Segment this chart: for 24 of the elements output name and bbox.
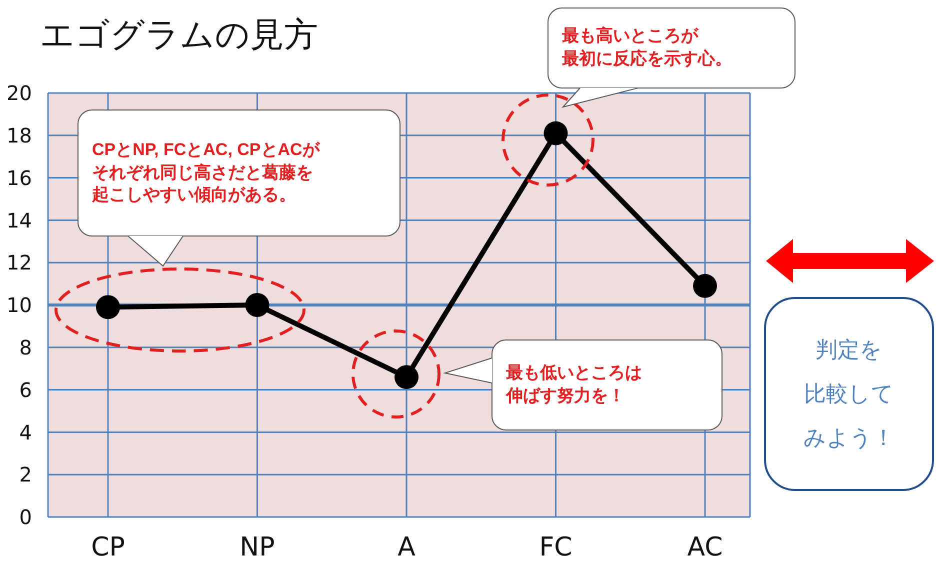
y-tick-label: 6 xyxy=(19,378,32,402)
x-tick-label: FC xyxy=(539,532,572,562)
y-tick-label: 18 xyxy=(6,124,32,148)
point xyxy=(693,274,717,298)
x-tick-label: NP xyxy=(240,532,275,562)
x-tick-label: AC xyxy=(687,532,723,562)
text: 最も高いところが最初に反応を示す心。 xyxy=(562,25,732,70)
y-tick-label: 12 xyxy=(6,250,32,275)
y-tick-label: 20 xyxy=(6,81,32,106)
y-tick-label: 4 xyxy=(19,420,32,444)
annotation: CPとNP, FCとAC, CPとACがそれぞれ同じ高さだと葛藤を起こしやすい傾向がある。 xyxy=(92,138,320,206)
point xyxy=(245,293,270,317)
x-tick-label: A xyxy=(398,532,416,562)
y-tick-label: 16 xyxy=(6,166,32,190)
x-tick-label: CP xyxy=(91,532,125,562)
y-tick-label: 14 xyxy=(6,208,32,232)
y-tick-label: 0 xyxy=(19,505,32,530)
chart-title: エゴグラムの見方 xyxy=(40,14,318,57)
text: 判定を比較してみよう！ xyxy=(804,336,894,452)
y-tick-label: 10 xyxy=(6,293,32,318)
y-tick-label: 2 xyxy=(19,462,32,487)
point xyxy=(96,295,120,320)
y-tick-label: 8 xyxy=(19,336,32,360)
annotation: 最も低いところは伸ばす努力を！ xyxy=(506,362,642,407)
